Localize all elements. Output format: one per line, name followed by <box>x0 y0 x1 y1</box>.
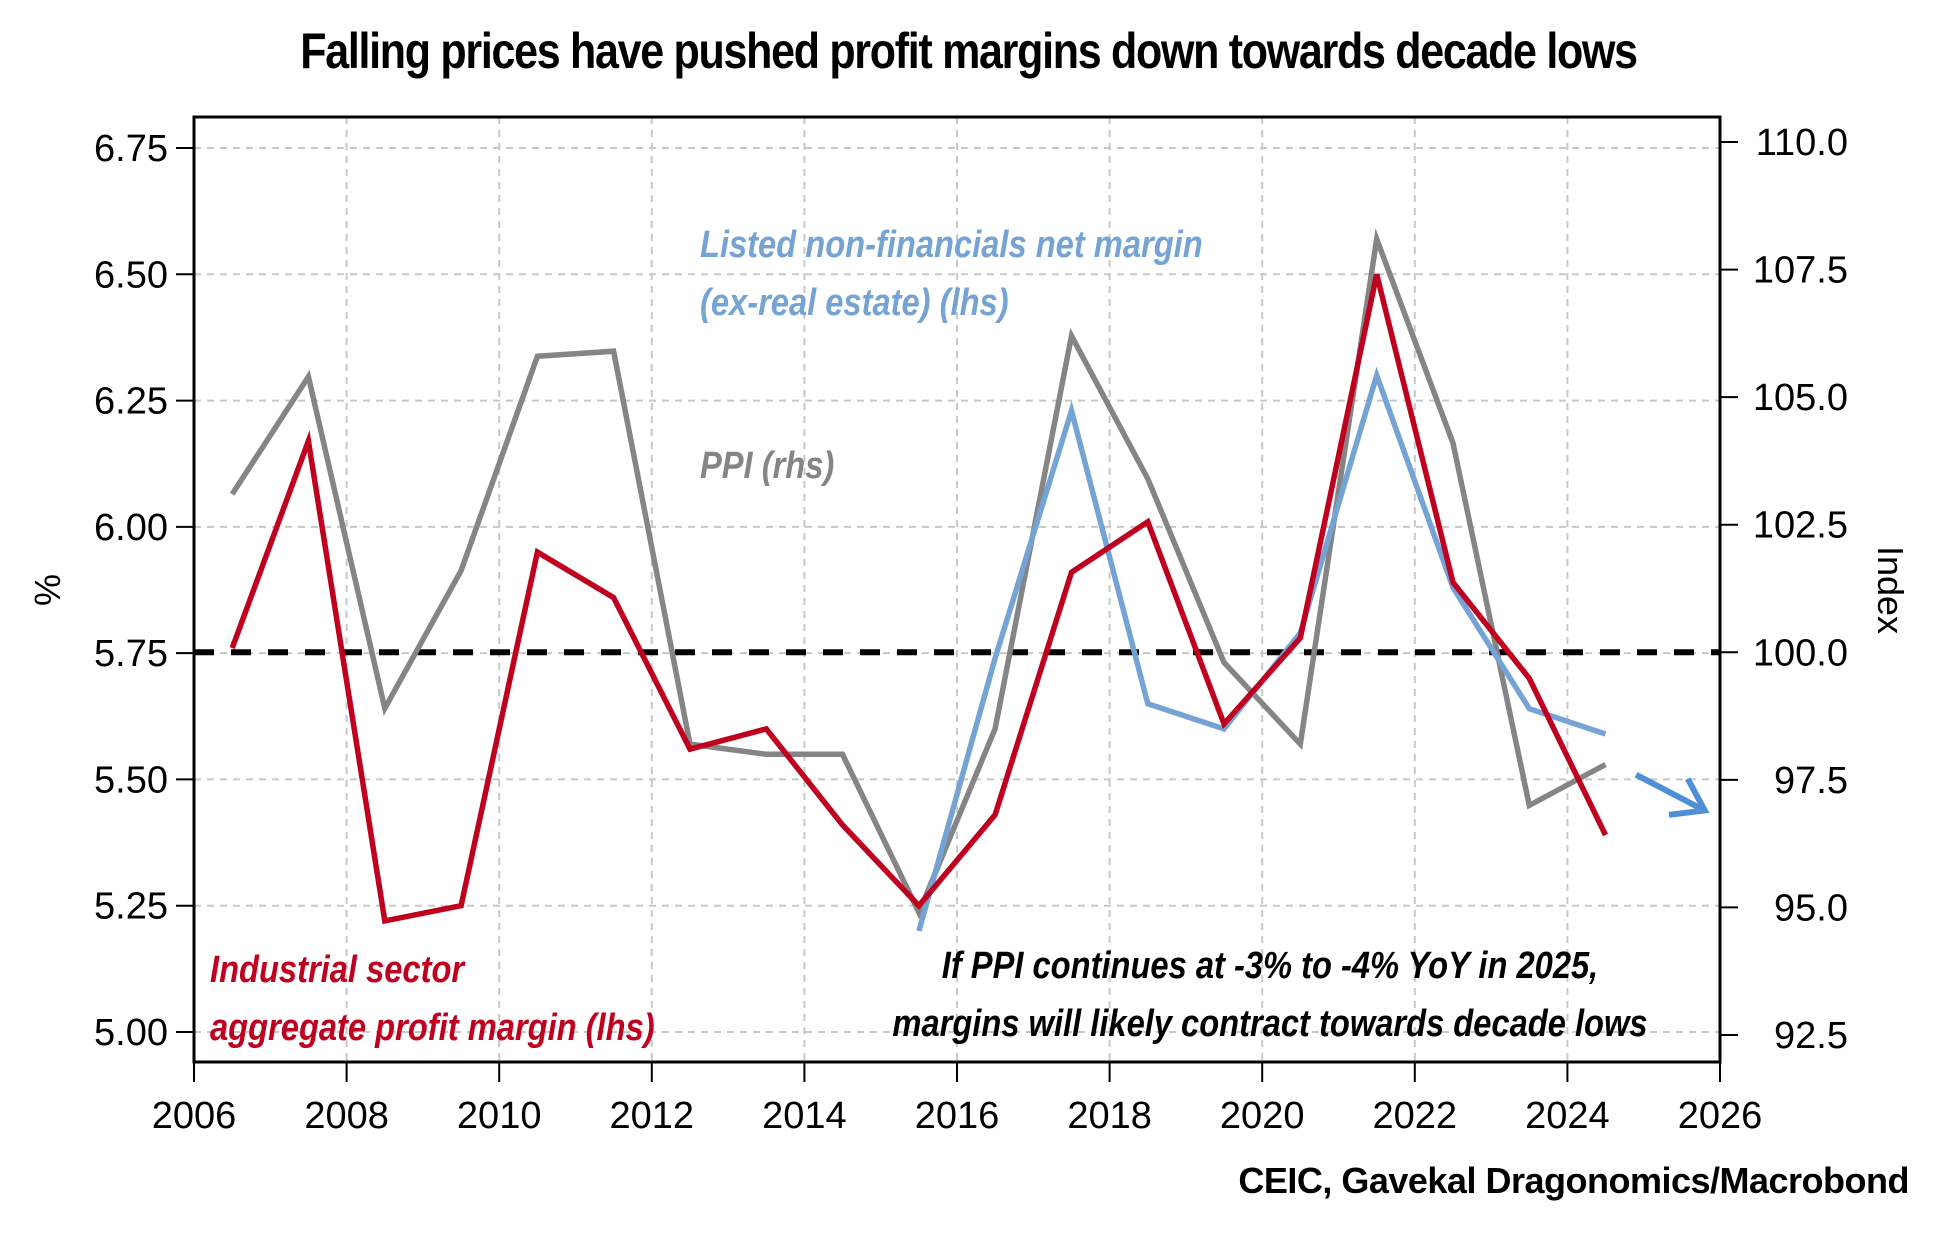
y-right-tick-label: 105.0 <box>1753 377 1848 419</box>
annotation-ppi: PPI (rhs) <box>700 444 834 487</box>
y-axis-left-title: % <box>27 574 68 606</box>
gridlines <box>194 117 1720 1062</box>
y-left-tick-label: 6.50 <box>94 254 168 296</box>
annotation-industrial: Industrial sector <box>210 948 466 991</box>
annotation-listed: Listed non-financials net margin <box>700 223 1203 266</box>
annotation-forecast: If PPI continues at -3% to -4% YoY in 20… <box>942 944 1598 987</box>
y-left-tick-label: 5.00 <box>94 1012 168 1054</box>
axis-ticks: 5.00 5.25 5.50 5.75 6.00 6.25 6.50 6.75 92.5 95.0… <box>94 122 1848 1137</box>
annotations: Listed non-financials net margin (ex-real… <box>210 223 1648 1049</box>
y-right-tick-label: 110.0 <box>1756 122 1848 164</box>
x-tick-label: 2018 <box>1067 1095 1152 1137</box>
x-tick-label: 2006 <box>152 1095 237 1137</box>
y-left-tick-label: 6.00 <box>94 507 168 549</box>
y-right-tick-label: 102.5 <box>1753 505 1848 547</box>
ppi-line <box>229 228 1607 920</box>
projection-arrow-group <box>1634 772 1710 818</box>
projection-arrow-head <box>1668 777 1710 818</box>
y-right-tick-label: 107.5 <box>1753 250 1848 292</box>
y-left-tick-label: 5.50 <box>94 759 168 801</box>
y-axis-right-title: Index <box>1870 546 1911 634</box>
projection-arrow-shaft <box>1634 772 1703 812</box>
industrial-margin-line <box>229 273 1608 925</box>
x-tick-label: 2008 <box>304 1095 389 1137</box>
x-tick-label: 2020 <box>1220 1095 1305 1137</box>
y-right-tick-label: 97.5 <box>1774 760 1848 802</box>
y-right-tick-label: 100.0 <box>1753 632 1848 674</box>
y-left-tick-label: 6.75 <box>94 128 168 170</box>
annotation-industrial: aggregate profit margin (lhs) <box>210 1006 655 1049</box>
y-left-tick-label: 5.25 <box>94 886 168 928</box>
y-right-tick-label: 92.5 <box>1774 1015 1848 1057</box>
chart-title: Falling prices have pushed profit margin… <box>300 23 1638 79</box>
y-left-tick-label: 5.75 <box>94 633 168 675</box>
y-left-tick-label: 6.25 <box>94 381 168 423</box>
x-tick-label: 2016 <box>915 1095 1000 1137</box>
x-tick-label: 2012 <box>610 1095 695 1137</box>
annotation-forecast: margins will likely contract towards dec… <box>892 1002 1647 1045</box>
x-tick-label: 2026 <box>1678 1095 1763 1137</box>
source-note: CEIC, Gavekal Dragonomics/Macrobond <box>1238 1160 1909 1201</box>
x-tick-label: 2024 <box>1525 1095 1610 1137</box>
x-tick-label: 2014 <box>762 1095 847 1137</box>
x-tick-label: 2022 <box>1373 1095 1458 1137</box>
series-group <box>229 228 1608 932</box>
y-right-tick-label: 95.0 <box>1774 887 1848 929</box>
x-tick-label: 2010 <box>457 1095 542 1137</box>
annotation-listed: (ex-real estate) (lhs) <box>700 281 1009 324</box>
